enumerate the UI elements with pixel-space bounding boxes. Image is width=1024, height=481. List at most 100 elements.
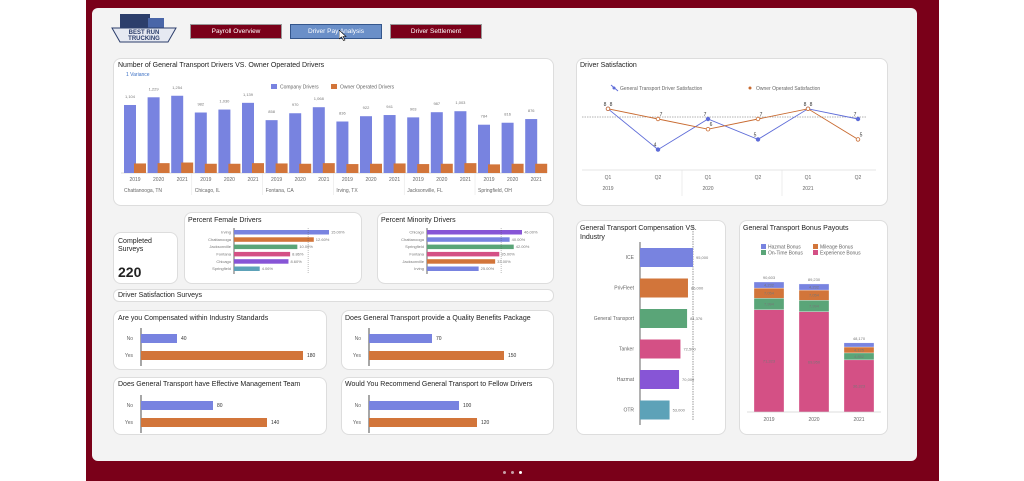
nav-driver-pay-analysis[interactable]: Driver Pay Analysis	[290, 24, 382, 39]
year-tick: 2021	[177, 177, 188, 183]
page-dot[interactable]	[511, 471, 514, 474]
page-dot[interactable]	[503, 471, 506, 474]
survey-bar	[141, 418, 267, 427]
bonus-stacked-chart: Hazmat Bonus Mileage Bonus On-Time Bonus Ex…	[747, 244, 881, 423]
city-tick: Chattanooga, TN	[124, 188, 162, 194]
company-bar-label: 970	[292, 102, 299, 107]
survey-category: No	[127, 403, 134, 409]
company-bar-label: 1,068	[314, 96, 325, 101]
survey-bar	[369, 351, 504, 360]
pct-category: Springfield	[405, 244, 424, 249]
owner-bar	[157, 163, 170, 173]
survey-value: 180	[307, 353, 316, 359]
legend-company: Company Drivers	[280, 85, 319, 91]
bonus-segment	[798, 283, 830, 291]
city-tick: Fontana, CA	[266, 188, 295, 194]
surveys-header: Driver Satisfaction Surveys	[118, 292, 203, 299]
year-tick: 2020	[224, 177, 235, 183]
survey-value: 70	[436, 336, 442, 342]
completed-surveys-card[interactable]	[113, 232, 178, 284]
pct-category: Jacksonville	[209, 244, 231, 249]
survey-value: 40	[181, 336, 187, 342]
comp-value: 70,000	[682, 377, 695, 382]
bonus-total: 89,230	[808, 277, 821, 282]
survey-value: 100	[463, 403, 472, 409]
bonus-segment	[843, 342, 875, 348]
comp-title-1: General Transport Compensation VS.	[580, 225, 697, 232]
owner-bar	[252, 163, 264, 173]
survey-value: 120	[481, 420, 490, 426]
page-dot-active[interactable]	[519, 471, 522, 474]
company-bar-label: 941	[386, 104, 393, 109]
year-tick: 2019	[413, 177, 424, 183]
owner-bar	[228, 163, 241, 173]
minority-bar-chart: Chicago 46.00% Chattanooga 40.00% Springfiel…	[401, 228, 538, 274]
pct-bar	[234, 259, 289, 264]
nav-payroll-overview[interactable]: Payroll Overview	[190, 24, 282, 39]
comp-bar	[640, 248, 693, 267]
comp-category: Tanker	[619, 347, 634, 353]
survey-category: No	[127, 336, 134, 342]
surveys-label: Surveys	[118, 246, 144, 253]
pct-value: 40.00%	[512, 237, 526, 242]
pct-value: 25.00%	[481, 266, 495, 271]
year-tick: 2019	[271, 177, 282, 183]
quarter-tick: Q2	[655, 175, 662, 181]
satisfaction-point	[855, 137, 861, 142]
quarter-tick: Q2	[855, 175, 862, 181]
satisfaction-card[interactable]	[576, 58, 888, 206]
company-bar-label: 784	[481, 114, 488, 119]
owner-bar	[370, 163, 382, 173]
company-bar-label: 922	[363, 105, 370, 110]
year-tick: 2019	[342, 177, 353, 183]
company-bar-label: 987	[433, 101, 440, 106]
comp-marks: ICE 95,000 PrivFleet 86,000 General Transpor…	[594, 242, 709, 425]
bonus-segment-label: 4,125	[854, 348, 865, 353]
q3-title: Does General Transport have Effective Ma…	[118, 381, 301, 388]
q2-bar-chart: No 70 Yes 150	[353, 328, 517, 366]
company-bar-label: 1,139	[243, 92, 254, 97]
pct-bar	[234, 244, 298, 250]
comp-category: Hazmat	[617, 377, 635, 383]
page-indicator[interactable]	[503, 471, 522, 474]
owner-bar	[511, 163, 524, 173]
pct-bar	[234, 237, 314, 242]
owner-bar	[535, 163, 548, 173]
year-tick: 2019	[602, 186, 613, 192]
pct-value: 33.00%	[497, 259, 511, 264]
pct-category: Irving	[414, 266, 424, 271]
quarter-tick: Q2	[755, 175, 762, 181]
bonus-legend-swatch	[813, 250, 818, 255]
company-bar-label: 1,030	[219, 99, 230, 104]
bonus-total: 48,170	[853, 336, 866, 341]
year-tick: 2020	[365, 177, 376, 183]
satisfaction-title: Driver Satisfaction	[580, 62, 637, 69]
bonus-segment	[753, 281, 785, 289]
owner-bar	[488, 164, 500, 173]
company-bar-label: 1,229	[149, 86, 160, 91]
survey-bar	[141, 334, 177, 343]
nav-driver-settlement[interactable]: Driver Settlement	[390, 24, 482, 39]
company-bar	[478, 124, 490, 173]
bonus-legend-swatch	[761, 244, 766, 249]
bonus-marks: Hazmat Bonus Mileage Bonus On-Time Bonus Ex…	[747, 244, 881, 423]
legend-gt-satisfaction: General Transport Driver Satisfaction	[620, 86, 702, 92]
pct-bar	[234, 251, 291, 257]
survey-bar	[369, 401, 459, 410]
pct-category: Chattanooga	[401, 237, 425, 242]
bonus-segment	[843, 359, 875, 413]
mouse-cursor-icon	[339, 30, 347, 41]
variance-link[interactable]: 1 Variance	[126, 72, 150, 78]
owner-bar	[275, 163, 288, 173]
survey-category: Yes	[125, 420, 134, 426]
bonus-legend-label: Hazmat Bonus	[768, 245, 801, 251]
bonus-segment-label: 71,323	[763, 358, 776, 363]
survey-bar	[369, 334, 432, 343]
q3-bar-chart: No 80 Yes 140	[125, 395, 280, 433]
year-tick: 2021	[802, 186, 813, 192]
company-bar	[171, 95, 184, 173]
satisfaction-point	[755, 116, 761, 122]
satisfaction-value: 4	[654, 143, 657, 149]
pct-category: Springfield	[212, 266, 231, 271]
q4-bar-chart: No 100 Yes 120	[353, 395, 490, 433]
